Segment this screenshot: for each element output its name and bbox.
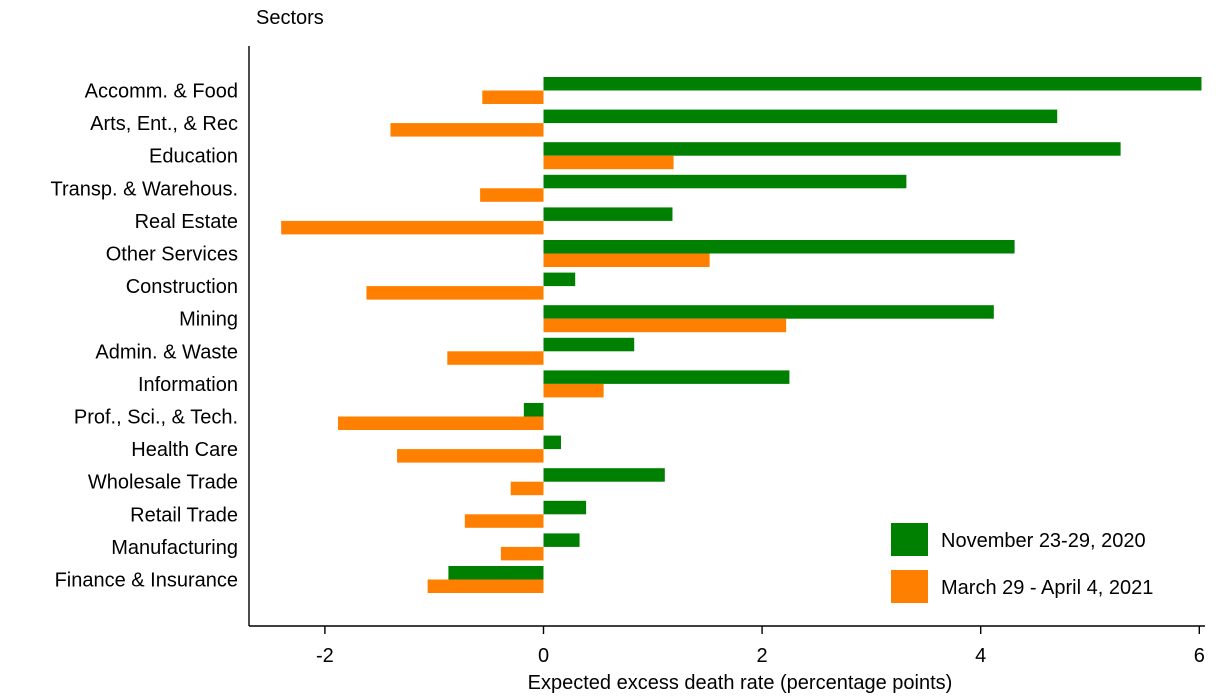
category-label: Manufacturing — [111, 537, 238, 559]
bar-series-2-4 — [480, 188, 544, 202]
y-axis-title: Sectors — [256, 7, 324, 29]
bar-series-1-7 — [543, 272, 576, 287]
legend-swatch-series-1 — [891, 523, 928, 556]
bar-series-2-14 — [464, 514, 544, 528]
bar-series-1-9 — [543, 337, 635, 352]
bar-series-2-6 — [543, 253, 710, 267]
category-label: Other Services — [106, 244, 238, 266]
category-label: Finance & Insurance — [55, 570, 238, 592]
legend-swatch-series-2 — [891, 570, 928, 603]
bar-series-2-7 — [366, 286, 544, 300]
bars-group — [281, 77, 1202, 593]
bar-series-2-2 — [390, 123, 544, 137]
bar-series-1-15 — [543, 533, 580, 547]
bar-series-1-14 — [543, 500, 587, 515]
bar-series-1-2 — [543, 109, 1058, 124]
legend-label-series-1: November 23-29, 2020 — [941, 530, 1146, 552]
bar-series-1-3 — [543, 142, 1121, 156]
bar-series-1-10 — [543, 370, 790, 384]
category-label: Wholesale Trade — [88, 472, 238, 494]
bar-series-2-11 — [338, 416, 544, 430]
x-ticks: -2 0 2 4 6 — [316, 626, 1205, 667]
x-tick-label: 2 — [757, 645, 768, 667]
bar-series-1-8 — [543, 305, 994, 319]
bar-series-1-12 — [543, 435, 561, 450]
category-label: Retail Trade — [130, 504, 238, 526]
bar-series-2-9 — [447, 351, 544, 365]
bar-series-1-11 — [523, 403, 544, 417]
category-label: Health Care — [131, 439, 238, 461]
category-labels: Accomm. & Food Arts, Ent., & Rec Education… — [51, 81, 238, 592]
category-label: Information — [138, 374, 238, 396]
bar-series-1-1 — [543, 77, 1202, 91]
x-tick-label: 6 — [1194, 645, 1205, 667]
x-tick-label: 4 — [975, 645, 986, 667]
bar-series-1-5 — [543, 207, 673, 221]
bar-series-2-5 — [281, 220, 544, 235]
bar-series-2-12 — [397, 449, 544, 463]
legend: November 23-29, 2020 March 29 - April 4,… — [891, 523, 1153, 603]
bar-series-2-15 — [500, 546, 544, 561]
bar-series-2-3 — [543, 155, 674, 170]
category-label: Real Estate — [135, 211, 238, 233]
category-label: Prof., Sci., & Tech. — [74, 407, 238, 429]
bar-series-2-13 — [510, 481, 544, 496]
category-label: Transp. & Warehous. — [51, 178, 238, 200]
bar-series-1-4 — [543, 174, 907, 189]
category-label: Arts, Ent., & Rec — [90, 113, 238, 135]
legend-label-series-2: March 29 - April 4, 2021 — [941, 577, 1153, 599]
bar-series-1-6 — [543, 240, 1015, 254]
bar-series-2-1 — [482, 90, 544, 104]
category-label: Mining — [179, 309, 238, 331]
category-label: Accomm. & Food — [85, 81, 238, 103]
category-label: Construction — [126, 276, 238, 298]
bar-series-2-16 — [427, 579, 544, 593]
category-label: Education — [149, 146, 238, 168]
bar-series-2-8 — [543, 318, 787, 333]
x-tick-label: 0 — [538, 645, 549, 667]
bar-series-1-13 — [543, 468, 665, 482]
x-tick-label: -2 — [316, 645, 334, 667]
category-label: Admin. & Waste — [95, 341, 238, 363]
x-axis-title: Expected excess death rate (percentage p… — [528, 672, 953, 694]
bar-series-1-16 — [448, 566, 544, 580]
bar-series-2-10 — [543, 383, 604, 398]
